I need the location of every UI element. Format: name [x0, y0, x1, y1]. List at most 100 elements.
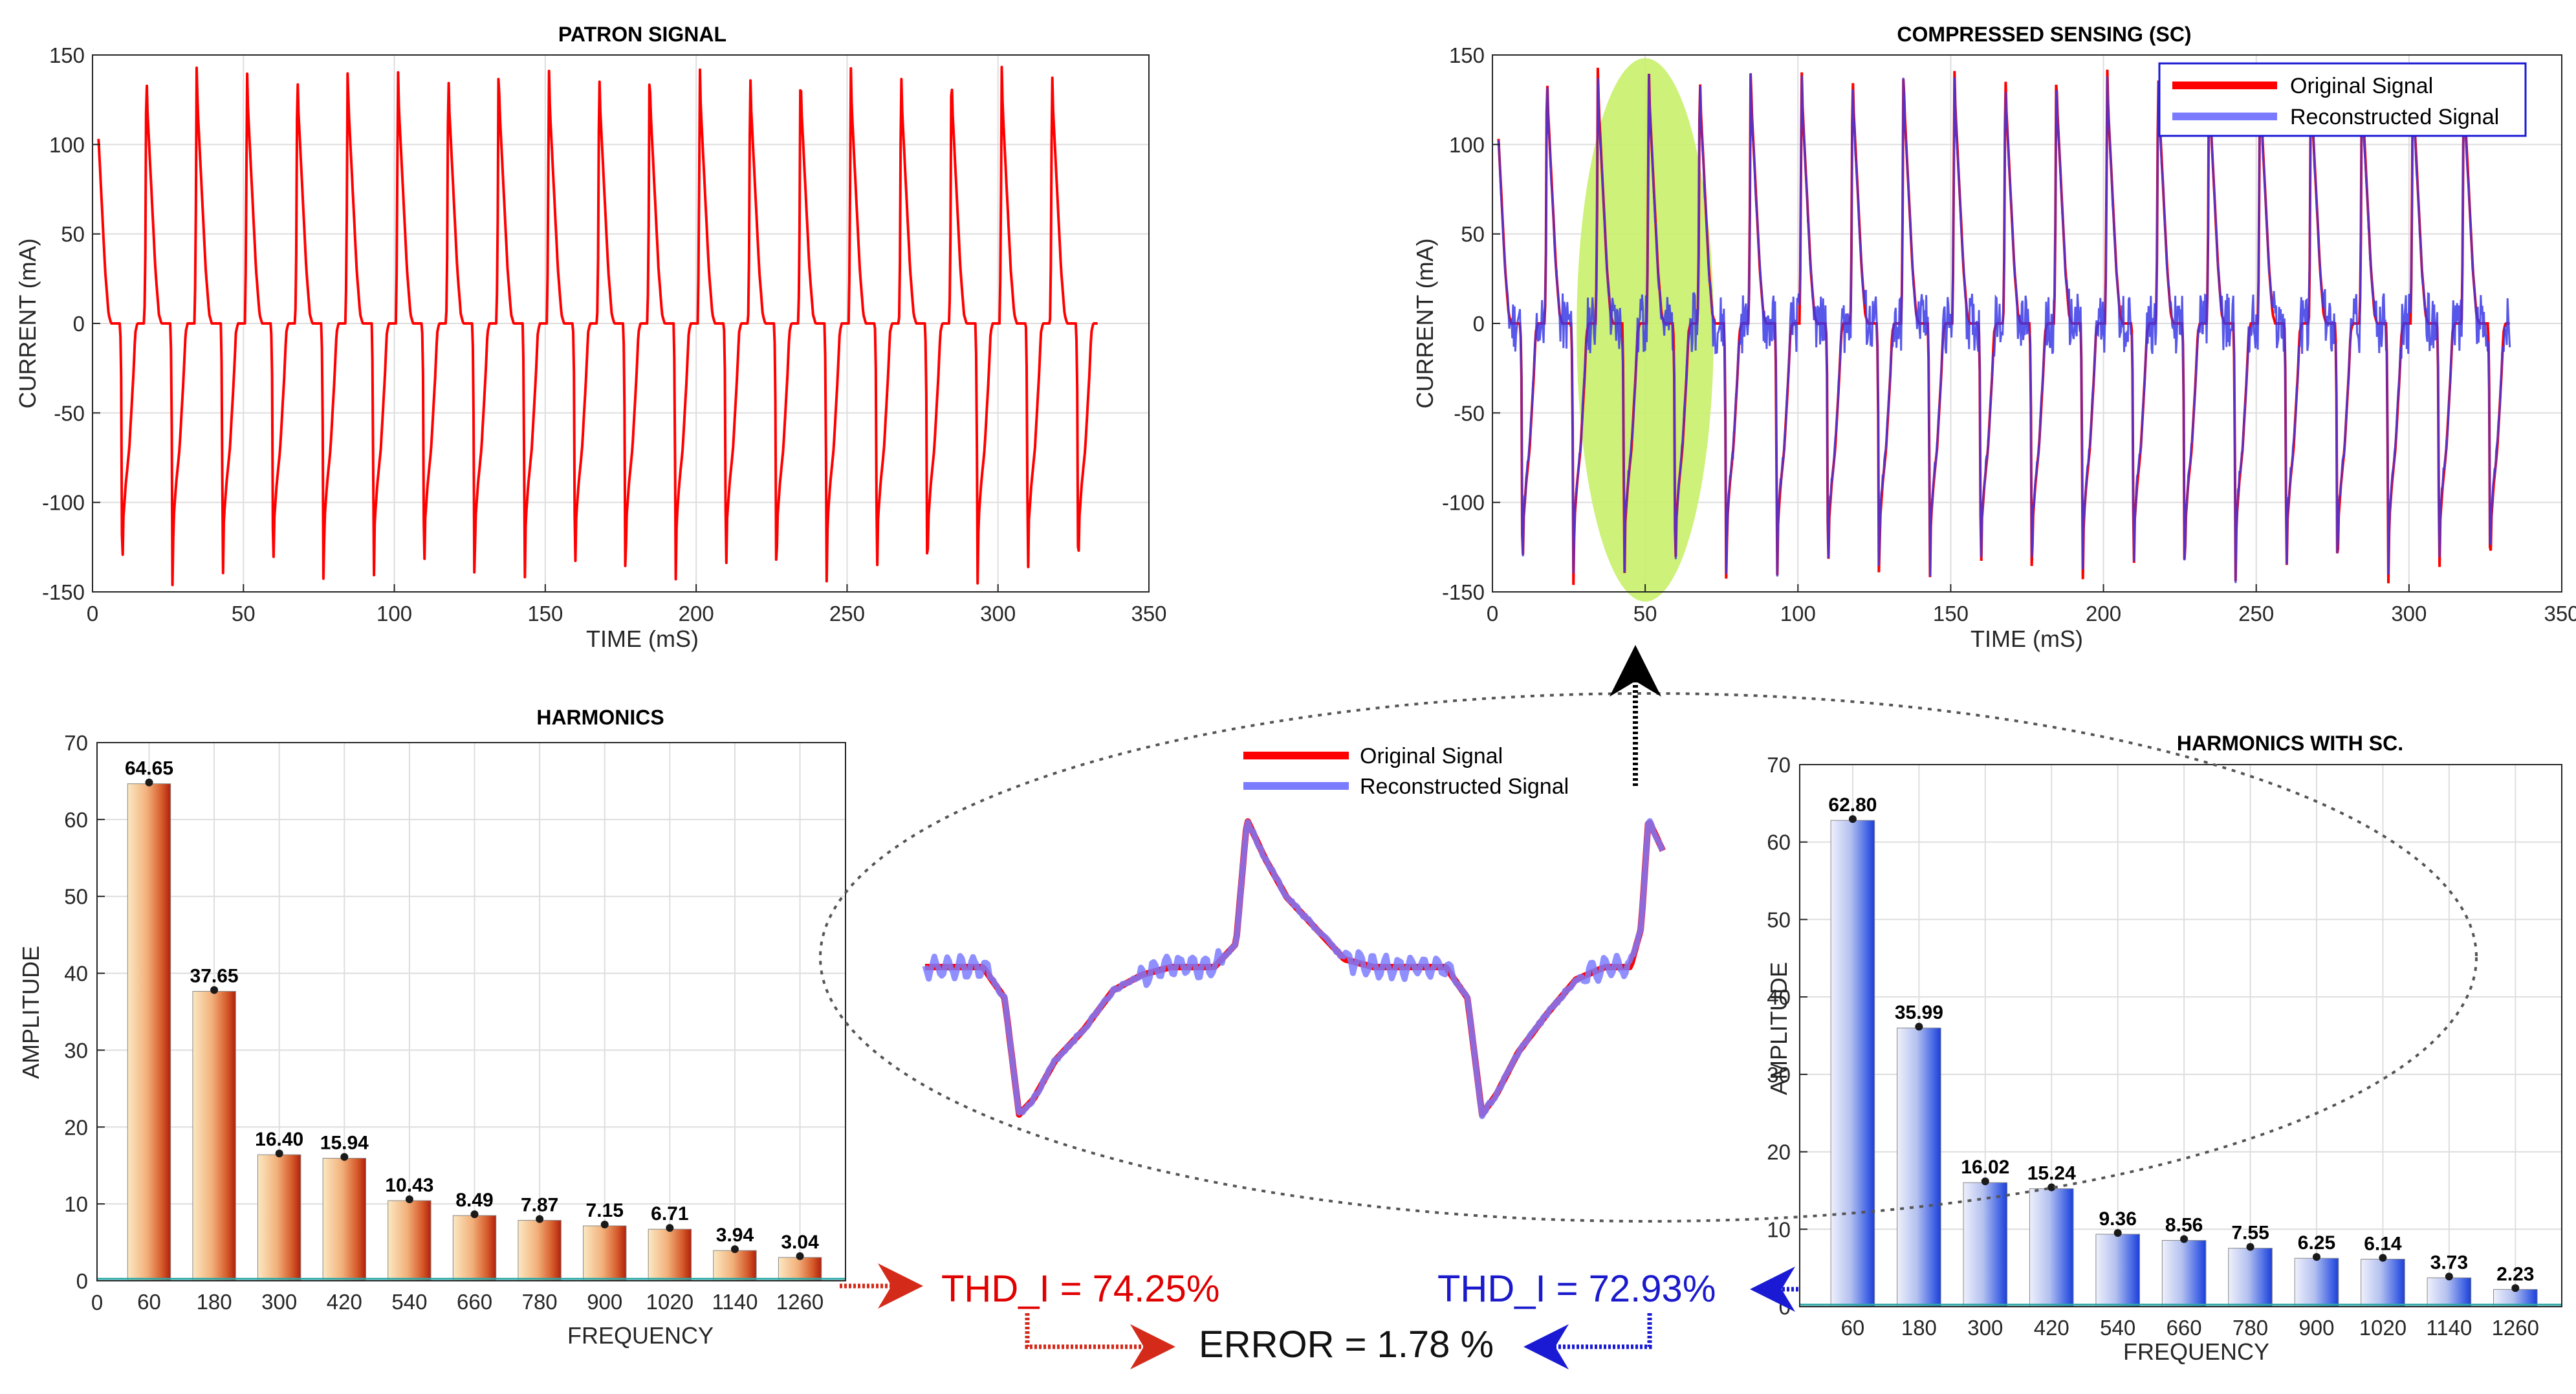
sc-y-tick-label: -150: [1442, 580, 1485, 604]
harmonics-x-tick-label: 60: [137, 1290, 161, 1314]
harmonics-chart: HARMONICS 64.65 37.65 16.40 15.94 10.43 8.49 7…: [17, 706, 846, 1349]
harmonics-sc-bar-tip: [1981, 1177, 1989, 1186]
harmonics-bar-tip: [470, 1210, 479, 1219]
harmonics-sc-bar-label: 3.73: [2430, 1252, 2468, 1273]
harmonics-bar-label: 7.15: [586, 1200, 624, 1221]
patron-x-tick-label: 350: [1131, 602, 1166, 626]
harmonics-sc-x-tick-label: 540: [2100, 1316, 2135, 1340]
harmonics-sc-x-tick-label: 60: [1841, 1316, 1865, 1340]
harmonics-bar: [778, 1257, 822, 1281]
harmonics-y-tick-label: 10: [64, 1192, 88, 1216]
harmonics-sc-bar-label: 16.02: [1961, 1157, 2009, 1178]
harmonics-bar-tip: [730, 1245, 739, 1254]
harmonics-x-tick-label: 900: [587, 1290, 622, 1314]
harmonics-sc-x-tick-label: 1260: [2492, 1316, 2539, 1340]
harmonics-sc-bar: [2029, 1188, 2074, 1307]
harmonics-bar-tip: [796, 1252, 804, 1260]
sc-x-tick-label: 50: [1633, 602, 1657, 626]
patron-x-tick-label: 250: [829, 602, 865, 626]
harmonics-sc-bar: [2228, 1248, 2273, 1307]
harmonics-sc-y-tick-label: 70: [1767, 753, 1791, 777]
harmonics-sc-bar-tip: [2312, 1253, 2320, 1261]
arrow-thd-sc-to-error: [1523, 1313, 1652, 1369]
patron-signal-chart: PATRON SIGNAL 0 50 100 150 200 250 300 350 150 10…: [14, 23, 1167, 652]
sc-x-axis-label: TIME (mS): [1970, 626, 2083, 652]
patron-x-tick-label: 200: [679, 602, 714, 626]
patron-y-tick-label: -100: [42, 491, 85, 515]
sc-x-tick-label: 200: [2086, 602, 2121, 626]
harmonics-x-axis-label: FREQUENCY: [567, 1322, 714, 1349]
harmonics-x-tick-label: 660: [457, 1290, 492, 1314]
sc-x-tick-label: 100: [1780, 602, 1816, 626]
harmonics-sc-y-tick-label: 50: [1767, 908, 1791, 931]
harmonics-sc-bar-tip: [2180, 1235, 2189, 1243]
harmonics-bar-label: 6.71: [651, 1203, 688, 1225]
harmonics-y-tick-label: 20: [64, 1115, 88, 1139]
harmonics-x-tick-label: 1020: [646, 1290, 693, 1314]
harmonics-bar: [518, 1219, 562, 1281]
harmonics-x-tick-label: 420: [327, 1290, 362, 1314]
harmonics-y-tick-label: 50: [64, 885, 88, 909]
harmonics-sc-y-axis-label: AMPLITUDE: [1765, 962, 1792, 1095]
harmonics-sc-x-tick-label: 1020: [2359, 1316, 2407, 1340]
harmonics-sc-bar-label: 6.25: [2298, 1232, 2335, 1254]
harmonics-sc-x-tick-label: 660: [2167, 1316, 2202, 1340]
harmonics-sc-bar: [2361, 1258, 2405, 1307]
harmonics-sc-y-tick-label: 0: [1779, 1295, 1791, 1319]
zoom-ellipse-border: [819, 692, 2478, 1223]
sc-x-tick-label: 150: [1933, 602, 1969, 626]
patron-x-tick-label: 150: [527, 602, 563, 626]
harmonics-bar-tip: [666, 1224, 674, 1232]
harmonics-sc-bar: [1963, 1182, 2008, 1307]
harmonics-sc-bar-tip: [2246, 1243, 2254, 1251]
sc-chart-title: COMPRESSED SENSING (SC): [1897, 23, 2191, 46]
harmonics-sc-bar-label: 15.24: [2027, 1163, 2076, 1184]
patron-x-tick-label: 50: [232, 602, 256, 626]
harmonics-axes-box: [96, 742, 846, 1281]
harmonics-bar: [387, 1200, 431, 1281]
harmonics-y-tick-label: 0: [76, 1269, 88, 1293]
arrow-thd-to-error: [1025, 1313, 1175, 1369]
zoom-legend-original-label: Original Signal: [1360, 744, 1503, 768]
harmonics-bar-label: 64.65: [125, 758, 173, 779]
harmonics-x-tick-label: 180: [197, 1290, 232, 1314]
sc-y-tick-label: 150: [1449, 43, 1485, 67]
thd-original-text: THD_I = 74.25%: [941, 1268, 1219, 1310]
harmonics-bar-label: 37.65: [190, 966, 239, 987]
harmonics-x-tick-label: 540: [391, 1290, 427, 1314]
harmonics-bar: [648, 1228, 692, 1281]
harmonics-sc-x-tick-label: 900: [2298, 1316, 2334, 1340]
harmonics-bar-tip: [210, 986, 219, 994]
sc-y-tick-label: 50: [1461, 223, 1485, 246]
error-text: ERROR = 1.78 %: [1199, 1323, 1494, 1366]
patron-x-tick-label: 300: [980, 602, 1016, 626]
harmonics-bar-tip: [340, 1153, 349, 1161]
patron-y-tick-label: 100: [49, 133, 85, 157]
harmonics-sc-bar-tip: [1848, 815, 1857, 823]
compressed-sensing-chart: COMPRESSED SENSING (SC) 0 50 100 150 200 250 3…: [1412, 23, 2576, 652]
harmonics-bar-label: 3.94: [716, 1225, 754, 1246]
sc-x-tick-label: 350: [2544, 602, 2576, 626]
reconstructed-signal-line: [1497, 73, 2511, 583]
sc-y-tick-label: -50: [1454, 401, 1485, 425]
sc-x-tick-label: 250: [2238, 602, 2274, 626]
harmonics-bar: [257, 1154, 301, 1281]
original-signal-line: [97, 65, 1098, 587]
harmonics-sc-y-tick-label: 30: [1767, 1063, 1791, 1087]
harmonics-sc-chart: HARMONICS WITH SC. 62.80 35.99 16.02 15.24 9…: [1765, 732, 2562, 1365]
harmonics-sc-y-tick-label: 20: [1767, 1140, 1791, 1164]
harmonics-sc-x-tick-label: 300: [1967, 1316, 2003, 1340]
harmonics-bar: [713, 1250, 757, 1281]
sc-y-tick-label: -100: [1442, 491, 1485, 515]
harmonics-sc-bar-label: 2.23: [2496, 1263, 2534, 1285]
harmonics-sc-bar-tip: [1915, 1023, 1923, 1031]
harmonics-sc-bar: [2161, 1240, 2207, 1307]
harmonics-sc-bar-label: 7.55: [2231, 1223, 2269, 1244]
harmonics-sc-bar: [1897, 1027, 1941, 1307]
thd-sc-text: THD_I = 72.93%: [1437, 1268, 1716, 1310]
patron-y-tick-label: 0: [73, 312, 85, 336]
harmonics-bar-label: 15.94: [320, 1133, 369, 1154]
harmonics-sc-bar-label: 35.99: [1895, 1002, 1943, 1023]
harmonics-sc-x-tick-label: 780: [2232, 1316, 2268, 1340]
harmonics-bar-tip: [405, 1195, 413, 1204]
